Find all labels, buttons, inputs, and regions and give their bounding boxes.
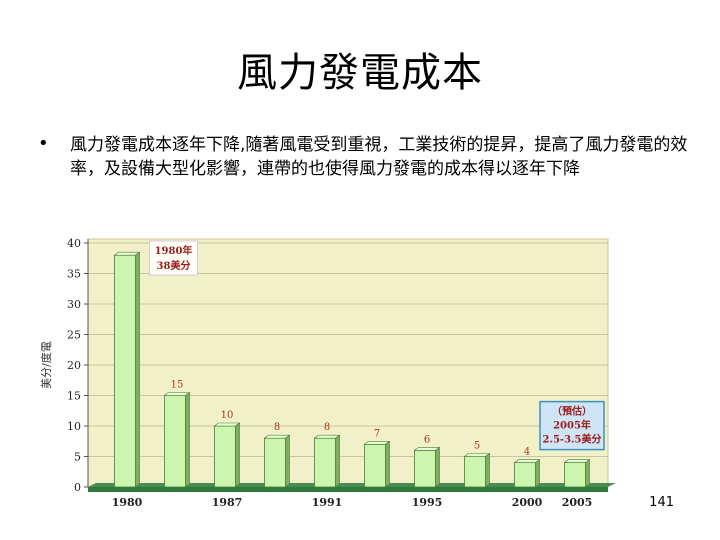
bar-value-label: 7 [374, 428, 380, 439]
y-tick-label: 10 [67, 420, 81, 433]
bar [563, 459, 591, 488]
page-number: 141 [649, 495, 674, 510]
bar-side [485, 452, 490, 488]
forecast-callout-text: 2.5-3.5美分 [543, 433, 602, 446]
bar-side [185, 391, 190, 488]
bar [213, 422, 241, 488]
bar-value-label: 8 [324, 422, 330, 433]
slide-title: 風力發電成本 [237, 50, 483, 96]
bar-face [364, 443, 386, 488]
x-tick-label: 1995 [412, 496, 443, 509]
bar-side [285, 434, 290, 488]
x-tick-label: 2000 [512, 496, 543, 509]
chart-container: 0 5 10 15 20 25 30 35 40 美分/度電 15 10 8 8 7 6 5 4 1980 1987… [38, 225, 620, 515]
bar-face [464, 456, 486, 488]
forecast-callout-box [539, 400, 605, 451]
bar-value-label: 6 [424, 434, 430, 445]
bar-face [164, 395, 186, 488]
bar-face [314, 437, 336, 488]
bullet-text: 風力發電成本逐年下降,隨著風電受到重視，工業技術的提昇，提高了風力發電的效率，及… [70, 135, 688, 179]
bar-face [514, 462, 536, 488]
bar [463, 452, 491, 488]
first-year-callout-box [149, 240, 198, 276]
bar-side [335, 434, 340, 488]
y-axis-title: 美分/度電 [39, 341, 53, 389]
bar-value-label: 5 [474, 441, 480, 452]
cost-bar-chart: 0 5 10 15 20 25 30 35 40 美分/度電 15 10 8 8 7 6 5 4 1980 1987… [39, 237, 616, 509]
bar-side [235, 422, 240, 488]
x-tick-label: 1991 [312, 496, 343, 509]
bullet-dot-icon: • [38, 133, 49, 154]
bar-side [535, 459, 540, 488]
bar-face [414, 449, 436, 488]
bullet-list: • 風力發電成本逐年下降,隨著風電受到重視，工業技術的提昇，提高了風力發電的效率… [38, 133, 688, 181]
y-tick-label: 40 [67, 237, 81, 250]
bar [363, 440, 391, 488]
bar-face [564, 462, 586, 488]
y-tick-label: 0 [74, 481, 81, 494]
bar-side [435, 446, 440, 488]
bar [413, 446, 441, 488]
first-year-callout-text: 38美分 [157, 259, 191, 272]
y-tick-label: 30 [67, 298, 81, 311]
y-tick-label: 35 [67, 268, 81, 281]
bar-value-label: 15 [171, 380, 184, 391]
bar-side [135, 251, 140, 488]
bar [163, 391, 191, 488]
y-tick-label: 20 [67, 359, 81, 372]
bar-face [264, 437, 286, 488]
bar [263, 434, 291, 488]
y-tick-label: 25 [67, 329, 81, 342]
bar-face [114, 254, 136, 488]
bar [313, 434, 341, 488]
x-tick-label: 1980 [112, 496, 143, 509]
forecast-callout-text: （預估） [552, 405, 592, 418]
chart-floor-edge [88, 487, 608, 492]
x-tick-label: 1987 [212, 496, 243, 509]
bar-value-label: 10 [221, 410, 234, 421]
bar-side [385, 440, 390, 488]
bar [113, 251, 141, 488]
bar-face [214, 425, 236, 488]
y-tick-label: 5 [74, 451, 81, 464]
x-tick-label: 2005 [562, 496, 593, 509]
bar-side [585, 459, 590, 488]
forecast-callout-text: 2005年 [553, 419, 591, 432]
bar-value-label: 8 [274, 422, 280, 433]
bar-value-label: 4 [524, 447, 530, 458]
y-tick-label: 15 [67, 390, 81, 403]
bar [513, 459, 541, 488]
first-year-callout-text: 1980年 [155, 244, 193, 257]
